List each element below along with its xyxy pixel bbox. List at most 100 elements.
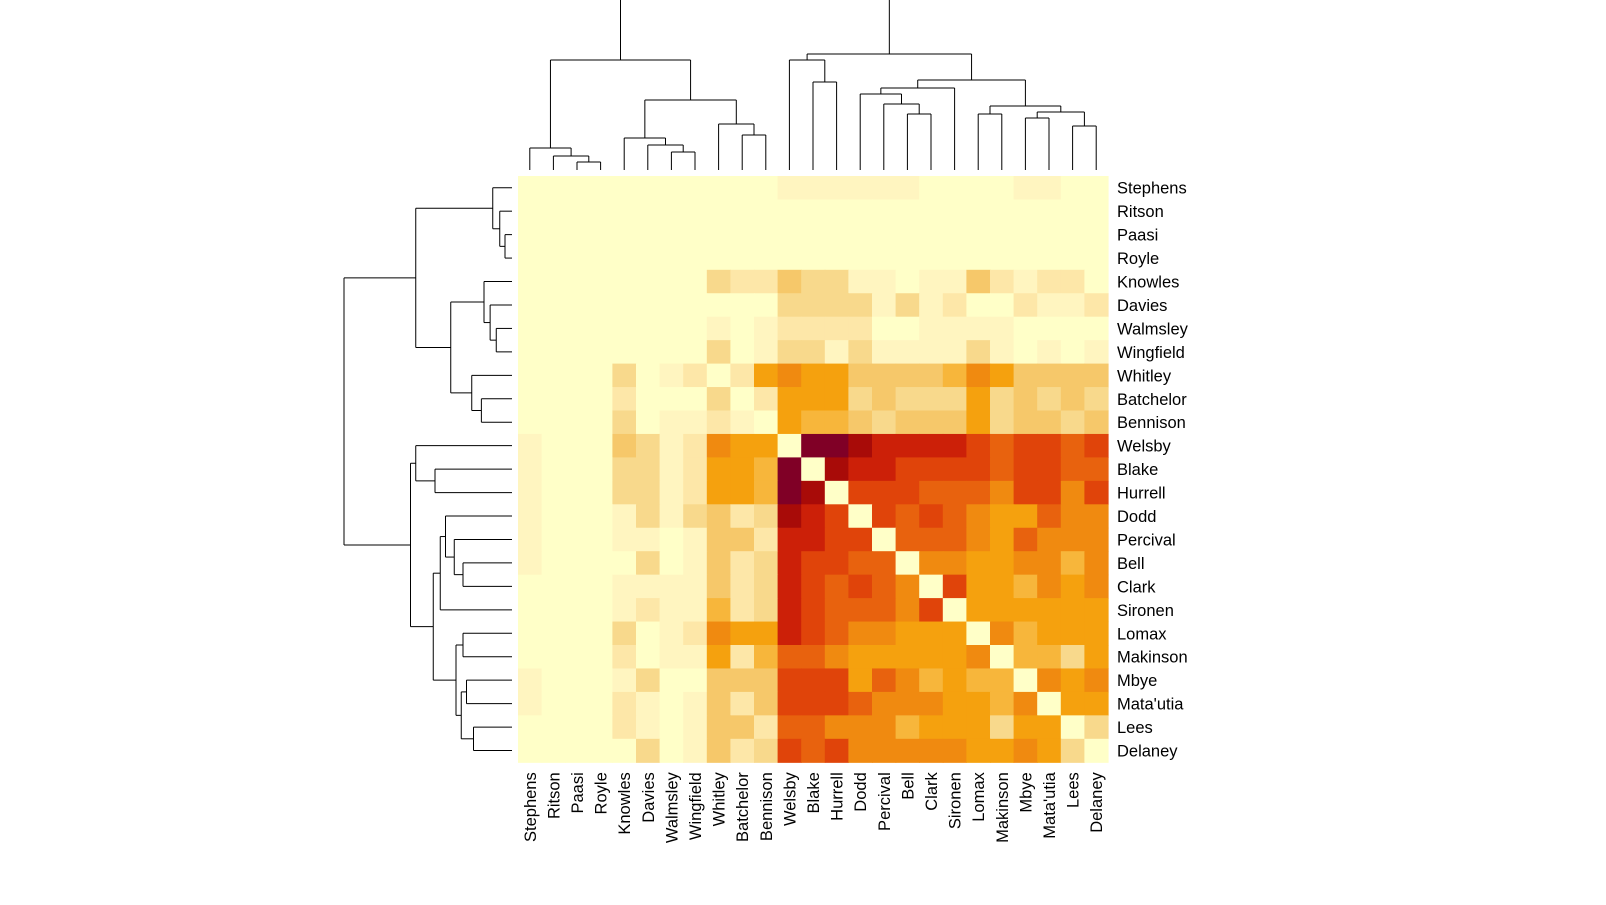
- heatmap-cell: [706, 222, 731, 247]
- heatmap-cell: [872, 691, 897, 716]
- heatmap-cell: [824, 668, 849, 693]
- heatmap-cell: [1060, 645, 1085, 670]
- heatmap-cell: [612, 387, 637, 412]
- heatmap-cell: [683, 387, 708, 412]
- heatmap-cell: [990, 480, 1015, 505]
- row-label: Makinson: [1117, 649, 1188, 667]
- column-label: Makinson: [994, 772, 1012, 843]
- heatmap-cell: [777, 387, 802, 412]
- heatmap-cell: [1060, 598, 1085, 623]
- heatmap-cell: [612, 457, 637, 482]
- heatmap-cell: [518, 691, 543, 716]
- column-label: Whitley: [711, 772, 729, 827]
- heatmap-cell: [777, 293, 802, 318]
- heatmap-cell: [777, 715, 802, 740]
- heatmap-cell: [919, 246, 944, 271]
- heatmap-cell: [541, 598, 566, 623]
- column-label: Ritson: [545, 772, 563, 819]
- heatmap-cell: [541, 715, 566, 740]
- heatmap-cell: [1084, 222, 1109, 247]
- row-label: Lomax: [1117, 625, 1167, 643]
- heatmap-cell: [1037, 668, 1062, 693]
- heatmap-cell: [541, 433, 566, 458]
- heatmap-cell: [706, 645, 731, 670]
- heatmap-cell: [565, 363, 590, 388]
- heatmap-cell: [1060, 574, 1085, 599]
- column-label: Welsby: [781, 772, 799, 827]
- heatmap-cell: [1084, 316, 1109, 341]
- row-label: Sironen: [1117, 602, 1174, 620]
- row-label: Welsby: [1117, 438, 1172, 456]
- heatmap-cell: [588, 340, 613, 365]
- heatmap-cell: [895, 691, 920, 716]
- heatmap-cell: [872, 316, 897, 341]
- heatmap-cell: [612, 222, 637, 247]
- row-label: Blake: [1117, 461, 1158, 479]
- heatmap-cell: [824, 480, 849, 505]
- heatmap-cell: [919, 480, 944, 505]
- heatmap-cell: [730, 480, 755, 505]
- heatmap-cell: [518, 293, 543, 318]
- heatmap-cell: [919, 691, 944, 716]
- heatmap-cell: [919, 574, 944, 599]
- heatmap-cell: [518, 340, 543, 365]
- heatmap-cell: [919, 504, 944, 529]
- heatmap-cell: [872, 621, 897, 646]
- heatmap-cell: [518, 363, 543, 388]
- heatmap-cell: [754, 598, 779, 623]
- heatmap-cell: [612, 269, 637, 294]
- heatmap-cell: [730, 410, 755, 435]
- heatmap-cell: [659, 738, 684, 763]
- heatmap-cell: [1084, 668, 1109, 693]
- heatmap-cell: [1013, 222, 1038, 247]
- heatmap-cell: [919, 668, 944, 693]
- heatmap-cell: [754, 222, 779, 247]
- heatmap-cell: [990, 738, 1015, 763]
- heatmap-cell: [801, 410, 826, 435]
- heatmap-cell: [848, 176, 873, 201]
- heatmap-cell: [683, 246, 708, 271]
- heatmap-cell: [636, 691, 661, 716]
- heatmap-cell: [1037, 363, 1062, 388]
- heatmap-cell: [659, 551, 684, 576]
- heatmap-cell: [588, 504, 613, 529]
- heatmap-cell: [541, 574, 566, 599]
- column-label: Dodd: [852, 772, 870, 811]
- heatmap-cell: [636, 269, 661, 294]
- heatmap-cell: [659, 621, 684, 646]
- heatmap-cell: [706, 457, 731, 482]
- column-label: Blake: [805, 772, 823, 813]
- column-label: Davies: [640, 772, 658, 822]
- heatmap-cell: [1084, 715, 1109, 740]
- heatmap-cell: [872, 598, 897, 623]
- heatmap-cell: [777, 574, 802, 599]
- heatmap-cell: [801, 457, 826, 482]
- heatmap-cell: [754, 621, 779, 646]
- heatmap-cell: [541, 269, 566, 294]
- heatmap-cell: [518, 457, 543, 482]
- heatmap-cell: [1013, 293, 1038, 318]
- heatmap-cell: [848, 222, 873, 247]
- heatmap-cell: [754, 457, 779, 482]
- heatmap-cell: [659, 668, 684, 693]
- heatmap-cell: [1013, 199, 1038, 224]
- heatmap-cell: [848, 738, 873, 763]
- column-labels: Stephens Ritson Paasi Royle Knowles Davies Wal…: [522, 771, 1106, 843]
- heatmap-cell: [754, 363, 779, 388]
- heatmap-cell: [754, 176, 779, 201]
- heatmap-cell: [848, 668, 873, 693]
- heatmap-cell: [636, 176, 661, 201]
- heatmap-cell: [754, 480, 779, 505]
- heatmap-cell: [706, 199, 731, 224]
- heatmap-cell: [919, 387, 944, 412]
- heatmap-cell: [942, 668, 967, 693]
- column-label: Lees: [1065, 772, 1083, 808]
- heatmap-cell: [1037, 387, 1062, 412]
- heatmap-cell: [636, 621, 661, 646]
- heatmap-cell: [659, 715, 684, 740]
- heatmap-cell: [919, 598, 944, 623]
- heatmap-cell: [518, 269, 543, 294]
- heatmap-cell: [777, 316, 802, 341]
- heatmap-cell: [1060, 410, 1085, 435]
- heatmap-cell: [588, 387, 613, 412]
